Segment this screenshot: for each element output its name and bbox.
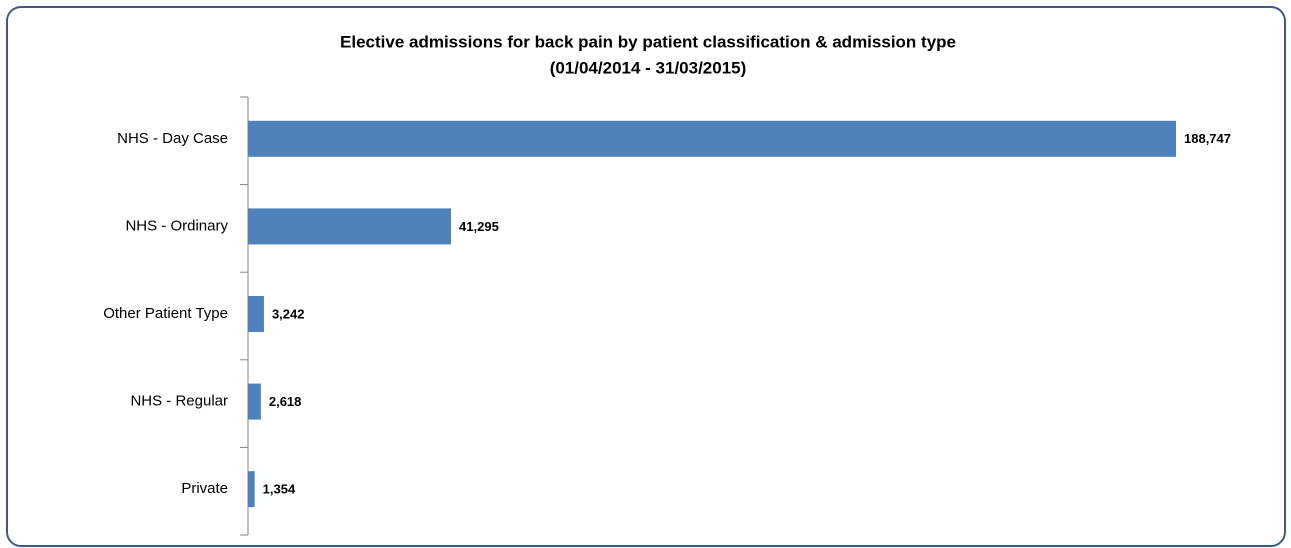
bar xyxy=(248,471,255,508)
category-label: NHS - Day Case xyxy=(117,130,228,147)
chart-subtitle: (01/04/2014 - 31/03/2015) xyxy=(550,58,747,77)
data-label: 3,242 xyxy=(272,306,305,321)
bar xyxy=(248,208,452,245)
data-label: 41,295 xyxy=(459,219,499,234)
data-label: 188,747 xyxy=(1184,131,1231,146)
bar xyxy=(248,120,1176,157)
bar xyxy=(248,383,261,420)
data-label: 2,618 xyxy=(269,394,302,409)
category-label: NHS - Regular xyxy=(130,393,228,410)
category-label: NHS - Ordinary xyxy=(125,217,228,234)
data-label: 1,354 xyxy=(263,482,296,497)
chart-frame xyxy=(6,6,1286,547)
category-label: Other Patient Type xyxy=(103,305,228,322)
category-label: Private xyxy=(181,480,228,497)
chart-title: Elective admissions for back pain by pat… xyxy=(340,32,956,51)
bar xyxy=(248,296,264,332)
